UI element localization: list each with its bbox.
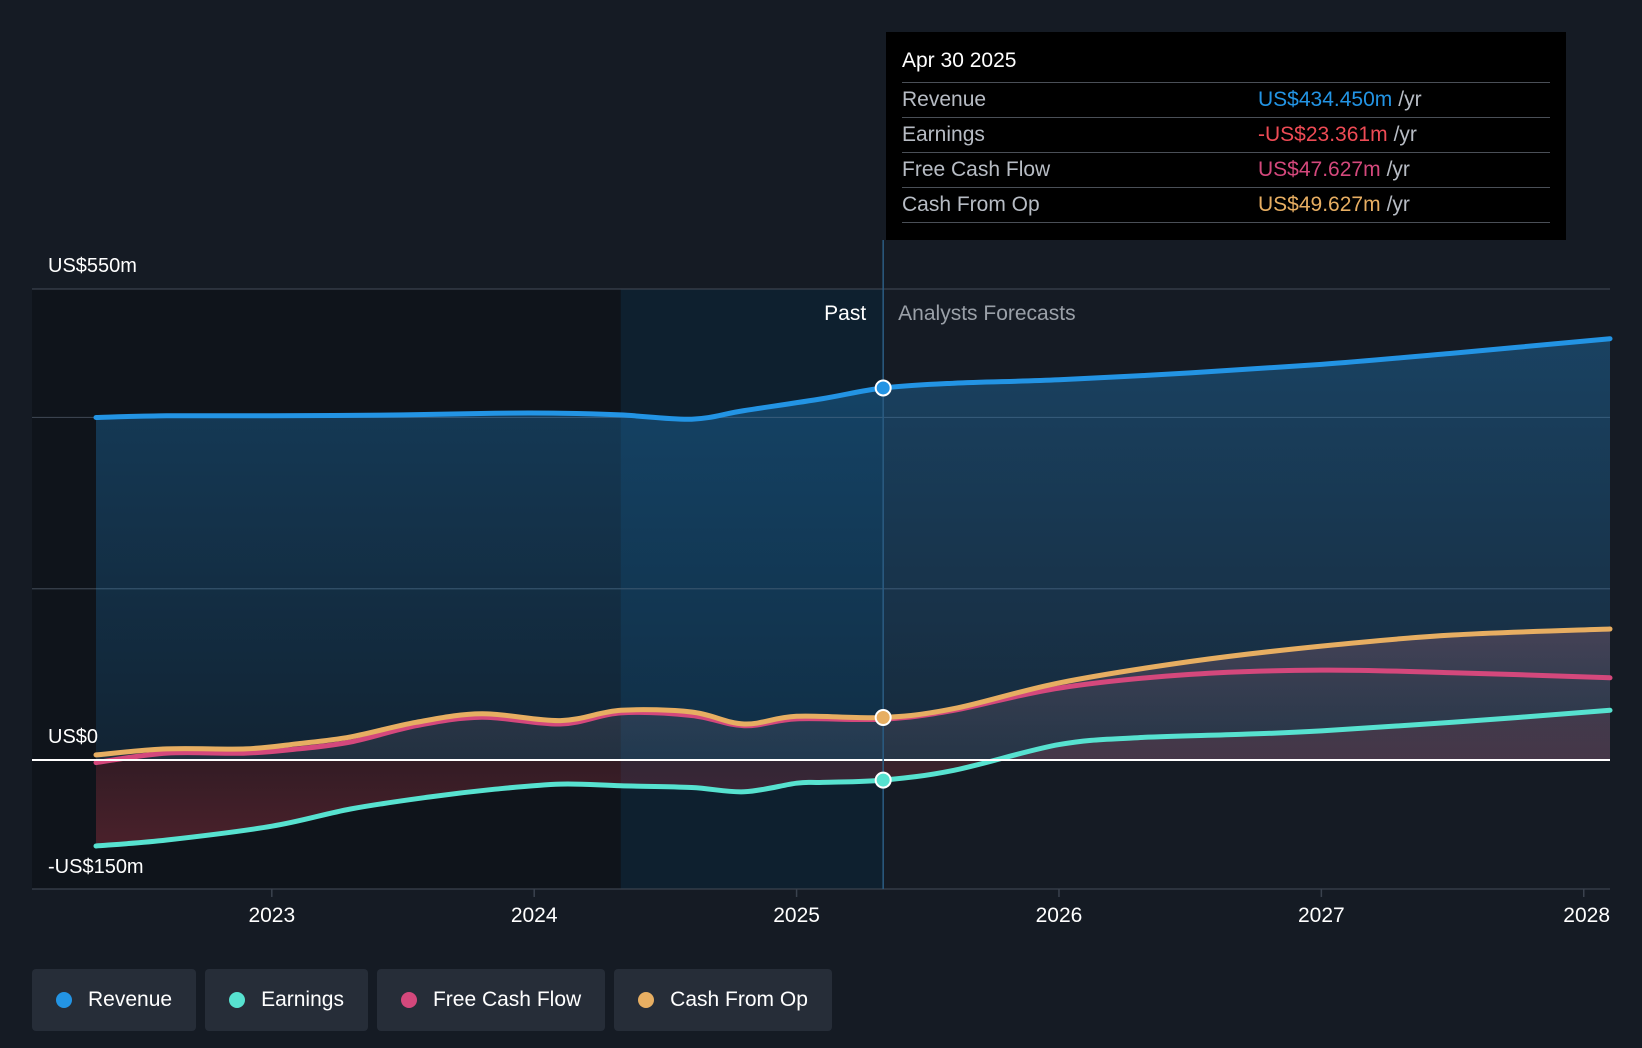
tooltip-label: Revenue xyxy=(902,88,987,111)
cash-from-op-line xyxy=(93,626,1613,758)
tooltip-value: -US$23.361m/yr xyxy=(1258,118,1417,152)
legend: Revenue Earnings Free Cash Flow Cash Fro… xyxy=(32,969,841,1031)
earnings-marker xyxy=(874,771,892,789)
x-axis-ticks: 2023 2024 2025 2026 2027 2028 xyxy=(248,889,1610,927)
legend-dot-icon xyxy=(56,992,72,1008)
revenue-line xyxy=(93,336,1613,422)
tooltip-label: Free Cash Flow xyxy=(902,158,1051,181)
tooltip-amount: US$49.627m xyxy=(1258,193,1381,216)
x-tick-label: 2025 xyxy=(773,904,820,927)
legend-label: Earnings xyxy=(261,988,344,1011)
legend-item-cash-from-op[interactable]: Cash From Op xyxy=(614,969,832,1031)
tooltip-amount: -US$23.361m xyxy=(1258,123,1388,146)
legend-item-revenue[interactable]: Revenue xyxy=(32,969,197,1031)
tooltip-label: Cash From Op xyxy=(902,193,1040,216)
tooltip-row-earnings: Earnings -US$23.361m/yr xyxy=(902,118,1550,153)
tooltip-date: Apr 30 2025 xyxy=(902,46,1550,83)
x-tick-label: 2023 xyxy=(248,904,295,927)
legend-item-free-cash-flow[interactable]: Free Cash Flow xyxy=(376,969,606,1031)
tooltip-unit: /yr xyxy=(1398,88,1422,111)
hover-markers xyxy=(874,379,892,789)
tooltip-unit: /yr xyxy=(1386,193,1410,216)
cash-from-op-marker xyxy=(874,709,892,727)
tooltip-amount: US$434.450m xyxy=(1258,88,1393,111)
cash-from-op-area xyxy=(96,629,1610,760)
tooltip-row-free-cash-flow: Free Cash Flow US$47.627m/yr xyxy=(902,153,1550,188)
y-axis-labels: US$550m US$0 -US$150m xyxy=(48,255,144,878)
tooltip-value: US$49.627m/yr xyxy=(1258,188,1410,222)
legend-label: Cash From Op xyxy=(670,988,808,1011)
y-axis-label: -US$150m xyxy=(48,856,144,878)
legend-label: Revenue xyxy=(88,988,173,1011)
x-tick-label: 2024 xyxy=(511,904,558,927)
y-axis-label: US$0 xyxy=(48,726,98,748)
x-tick-label: 2026 xyxy=(1036,904,1083,927)
tooltip-value: US$434.450m/yr xyxy=(1258,83,1422,117)
forecast-label: Analysts Forecasts xyxy=(898,302,1075,325)
past-label: Past xyxy=(824,302,866,325)
tooltip-amount: US$47.627m xyxy=(1258,158,1381,181)
legend-label: Free Cash Flow xyxy=(432,988,582,1011)
tooltip: Apr 30 2025 Revenue US$434.450m/yr Earni… xyxy=(886,32,1566,240)
tooltip-unit: /yr xyxy=(1393,123,1417,146)
earnings-area xyxy=(96,710,1610,846)
earnings-line xyxy=(93,707,1613,849)
revenue-marker xyxy=(874,379,892,397)
x-tick-label: 2028 xyxy=(1563,904,1610,927)
x-tick-label: 2027 xyxy=(1298,904,1345,927)
legend-dot-icon xyxy=(638,992,655,1008)
tooltip-unit: /yr xyxy=(1386,158,1410,181)
tooltip-row-cash-from-op: Cash From Op US$49.627m/yr xyxy=(902,188,1550,223)
tooltip-row-revenue: Revenue US$434.450m/yr xyxy=(902,83,1550,118)
series-lines xyxy=(93,336,1613,849)
y-axis-label: US$550m xyxy=(48,255,137,277)
legend-item-earnings[interactable]: Earnings xyxy=(205,969,368,1031)
legend-dot-icon xyxy=(400,992,417,1008)
legend-dot-icon xyxy=(229,992,246,1008)
tooltip-label: Earnings xyxy=(902,123,985,146)
tooltip-value: US$47.627m/yr xyxy=(1258,153,1410,187)
